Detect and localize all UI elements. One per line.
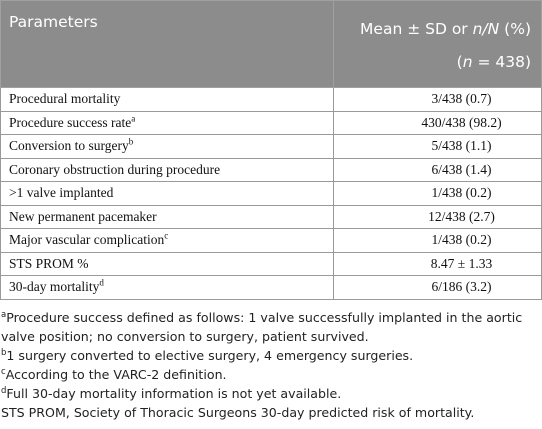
header-cell: Mean ± SD or n/N (%) (n = 438) [333,0,542,88]
parameter-label: Major vascular complication [9,232,165,248]
parameter-label: Conversion to surgery [9,138,129,154]
parameter-label: STS PROM % [9,255,89,271]
parameter-label: Coronary obstruction during procedure [9,161,221,177]
footnote: dFull 30-day mortality information is no… [1,384,541,403]
parameter-cell: Major vascular complicationc [0,228,334,253]
value-text: 6/186 (3.2) [431,279,492,295]
table-row: >1 valve implanted 1/438 (0.2) [0,181,542,206]
value-cell: 12/438 (2.7) [333,204,542,229]
parameter-cell: >1 valve implanted [0,181,334,206]
table-row: STS PROM % 8.47 ± 1.33 [0,251,542,276]
value-cell: 1/438 (0.2) [333,181,542,206]
footnote-text: According to the VARC-2 definition. [5,366,227,382]
footnote-marker: d [1,385,7,396]
parameter-label: Procedural mortality [9,91,121,107]
parameter-cell: New permanent pacemaker [0,204,334,229]
footnote-marker: b [128,136,134,147]
value-text: 12/438 (2.7) [428,208,495,224]
parameter-cell: Procedure success ratea [0,110,334,135]
footnote-text: STS PROM, Society of Thoracic Surgeons 3… [1,404,475,420]
footnote-text: 1 surgery converted to elective surgery,… [6,347,414,363]
header-text: = 438) [472,53,531,71]
header-cell: Parameters [0,0,334,88]
value-cell: 8.47 ± 1.33 [333,251,542,276]
table-row: Coronary obstruction during procedure 6/4… [0,157,542,182]
value-cell: 6/438 (1.4) [333,157,542,182]
value-cell: 430/438 (98.2) [333,110,542,135]
header-row: Parameters Mean ± SD or n/N (%) (n = 438… [0,0,542,88]
table-row: Procedure success ratea 430/438 (98.2) [0,110,542,135]
header-text: n/N [472,20,500,38]
value-text: 1/438 (0.2) [431,232,492,248]
value-text: 5/438 (1.1) [431,138,492,154]
footnote-marker: d [99,277,104,288]
parameter-cell: STS PROM % [0,251,334,276]
value-text: 430/438 (98.2) [421,114,502,130]
footnote-text: Procedure success defined as follows: 1 … [1,309,523,344]
table-body: Procedural mortality 3/438 (0.7) Procedure… [0,87,542,300]
footnote-marker: a [1,309,7,320]
value-cell: 6/186 (3.2) [333,275,542,300]
parameter-label: New permanent pacemaker [9,208,157,224]
header-text: Parameters [9,13,98,31]
parameter-label: 30-day mortality [9,279,100,295]
parameter-cell: Procedural mortality [0,87,334,112]
table-row: Major vascular complicationc 1/438 (0.2) [0,228,542,253]
value-cell: 3/438 (0.7) [333,87,542,112]
footnote: STS PROM, Society of Thoracic Surgeons 3… [1,403,541,422]
table-row: New permanent pacemaker 12/438 (2.7) [0,204,542,229]
footnote-text: Full 30-day mortality information is not… [6,385,342,401]
parameter-label: >1 valve implanted [9,185,114,201]
value-text: 1/438 (0.2) [431,185,492,201]
table-row: Conversion to surgeryb 5/438 (1.1) [0,134,542,159]
header-text: ( [456,53,463,71]
footnote: b1 surgery converted to elective surgery… [1,346,541,365]
header-line: (n = 438) [342,46,531,79]
footnote-marker: c [164,230,169,241]
value-text: 6/438 (1.4) [431,161,492,177]
footnote-marker: a [131,113,136,124]
parameter-cell: Conversion to surgeryb [0,134,334,159]
parameter-cell: Coronary obstruction during procedure [0,157,334,182]
table-row: 30-day mortalityd 6/186 (3.2) [0,275,542,300]
footnotes: aProcedure success defined as follows: 1… [0,300,542,422]
parameter-cell: 30-day mortalityd [0,275,334,300]
value-text: 3/438 (0.7) [431,91,492,107]
parameter-label: Procedure success rate [9,114,132,130]
footnote-marker: c [1,366,6,377]
header-text: (%) [499,20,531,38]
header-text: Mean ± SD or [360,20,473,38]
value-cell: 5/438 (1.1) [333,134,542,159]
footnote: cAccording to the VARC-2 definition. [1,365,541,384]
data-table: Parameters Mean ± SD or n/N (%) (n = 438… [0,0,542,300]
header-text: n [462,53,473,71]
value-text: 8.47 ± 1.33 [430,255,493,271]
footnote-marker: b [1,347,7,358]
header-line: Mean ± SD or n/N (%) [342,13,531,46]
footnote: aProcedure success defined as follows: 1… [1,308,541,346]
table-row: Procedural mortality 3/438 (0.7) [0,87,542,112]
value-cell: 1/438 (0.2) [333,228,542,253]
